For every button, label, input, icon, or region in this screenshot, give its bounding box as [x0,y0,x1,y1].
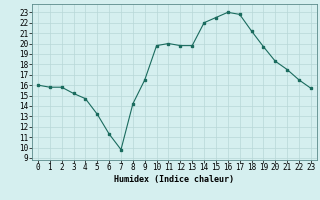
X-axis label: Humidex (Indice chaleur): Humidex (Indice chaleur) [115,175,234,184]
